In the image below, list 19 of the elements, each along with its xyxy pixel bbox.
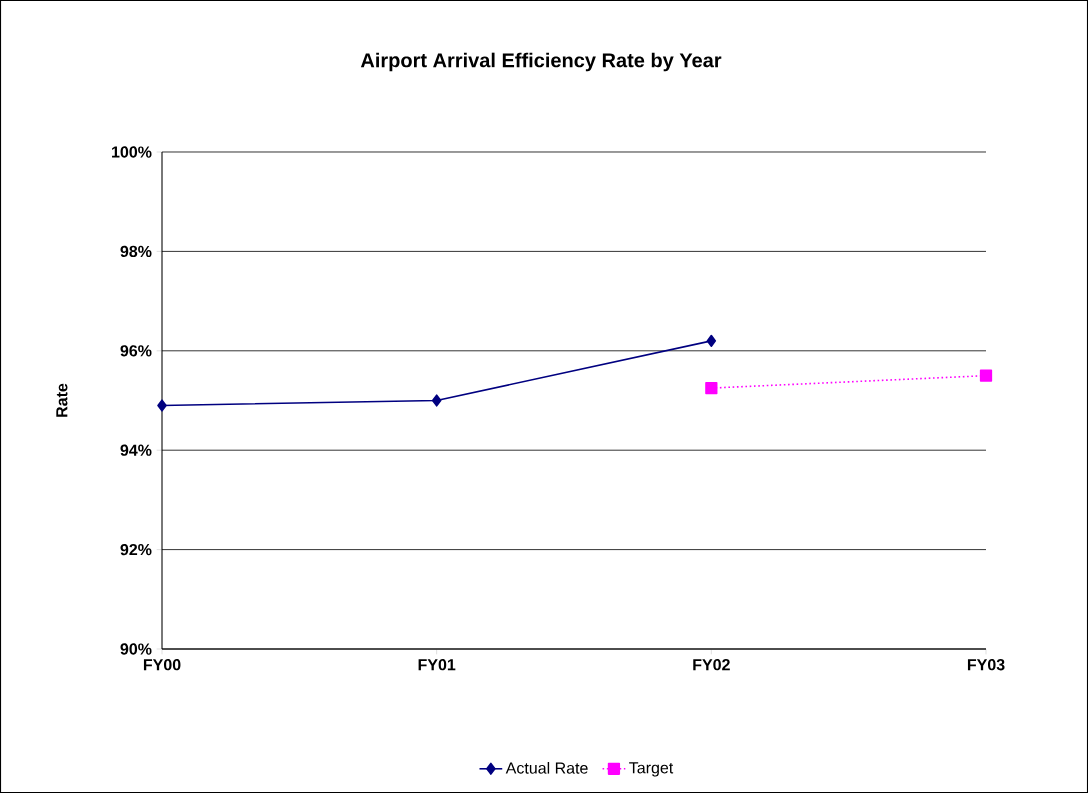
y-tick-label: 90% (120, 643, 152, 655)
x-tick-label: FY02 (693, 659, 730, 671)
point (157, 399, 167, 412)
chart-title: Airport Arrival Efficiency Rate by Year (360, 52, 722, 72)
x-tick-label: FY03 (967, 659, 1005, 671)
y-tick-label: 100% (112, 146, 152, 158)
point (979, 369, 993, 382)
y-tick-label: 94% (120, 444, 152, 456)
point (706, 334, 717, 347)
y-axis-title: Rate (56, 383, 68, 417)
y-tick-label: 98% (120, 245, 152, 258)
point (705, 381, 718, 395)
x-tick-label: FY01 (418, 659, 456, 671)
point (431, 394, 442, 407)
legend-label: Target (629, 762, 674, 777)
y-tick-label: 92% (120, 543, 152, 556)
y-tick-label: 96% (120, 345, 152, 357)
x-tick-label: FY00 (143, 659, 181, 671)
legend-label: Actual Rate (505, 761, 588, 774)
